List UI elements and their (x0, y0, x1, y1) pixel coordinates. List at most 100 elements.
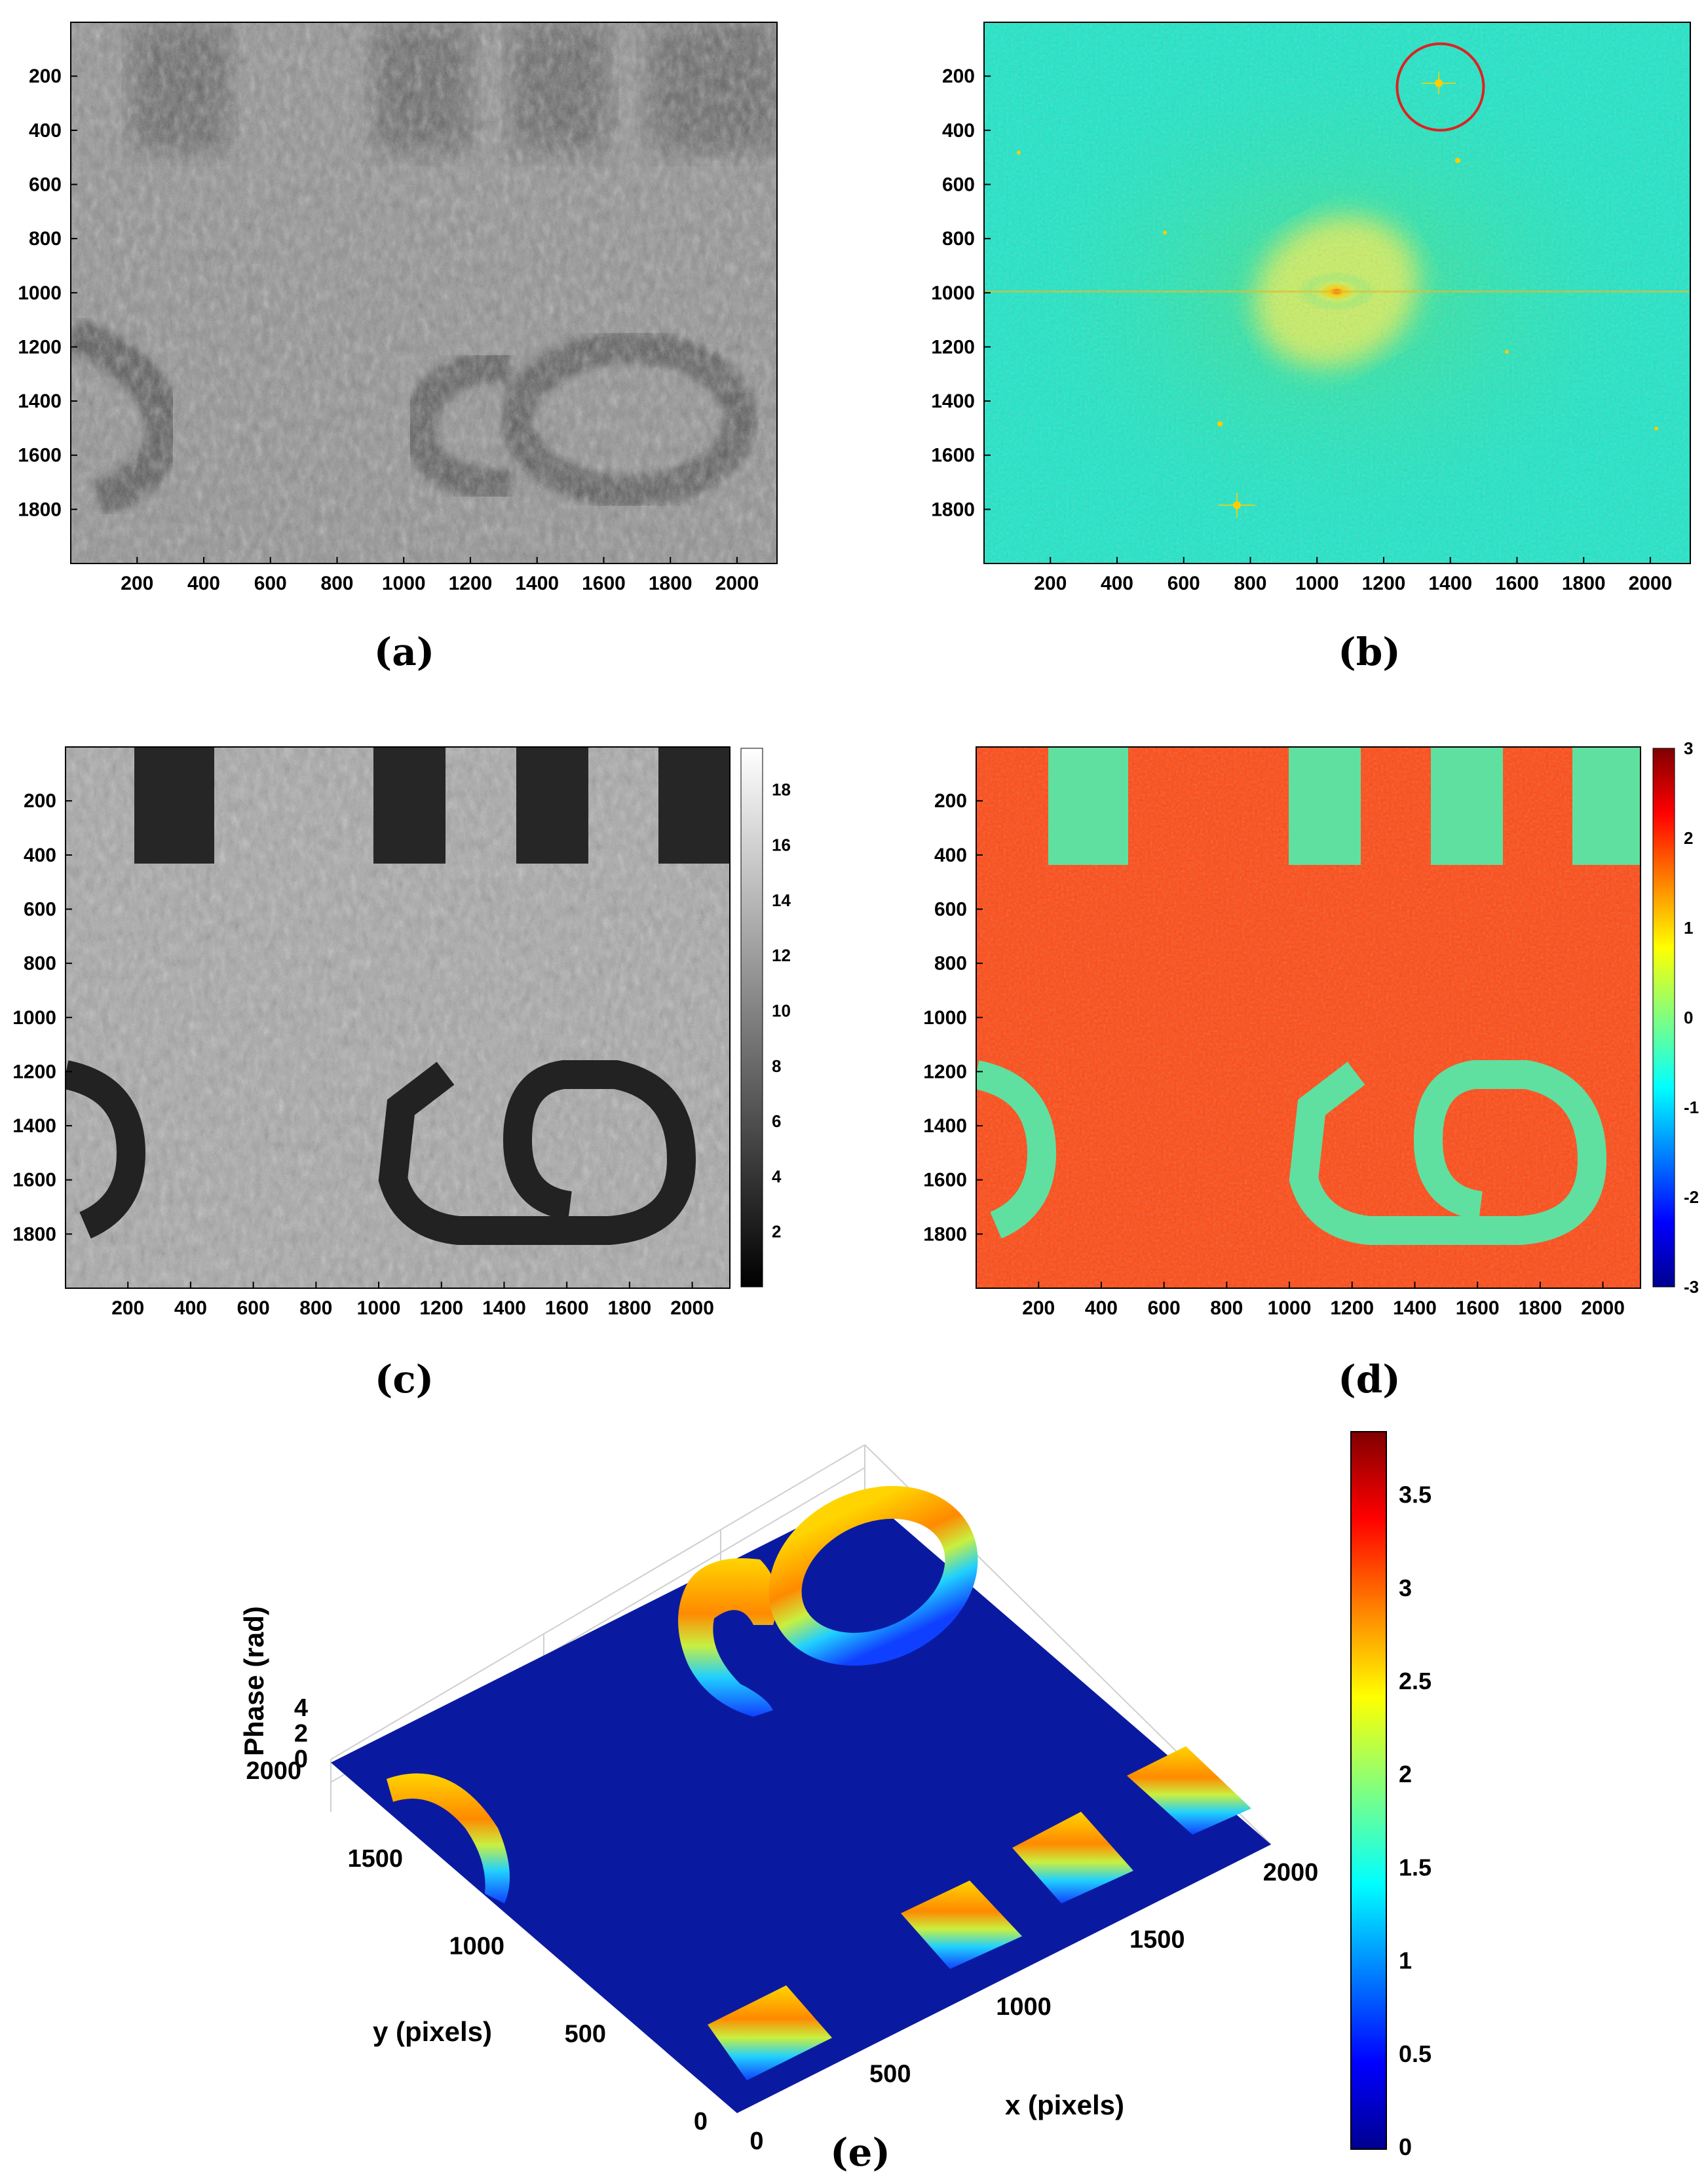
x-tick-label: 1400 (1428, 573, 1472, 594)
y-tick-label: 2000 (246, 1757, 301, 1785)
x-tick-label: 1400 (1393, 1297, 1437, 1319)
y-tick-label: 1000 (449, 1933, 504, 1960)
x-tick-label: 2000 (670, 1297, 714, 1319)
x-tick-label: 1200 (1362, 573, 1406, 594)
y-tick-label: 400 (934, 845, 967, 866)
panel-e-colorbar (1350, 1431, 1387, 2150)
colorbar-tick-label: -2 (1684, 1187, 1699, 1207)
x-tick-label: 400 (187, 573, 220, 594)
x-tick-label: 1800 (1562, 573, 1606, 594)
panel-d-image (976, 747, 1641, 1288)
x-tick-label: 1600 (1495, 573, 1539, 594)
x-tick-label: 1400 (482, 1297, 526, 1319)
colorbar-tick-label: 4 (772, 1166, 782, 1186)
panel-a-label: (a) (374, 630, 434, 674)
colorbar-tick-label: 16 (772, 835, 791, 855)
x-tick-label: 500 (869, 2061, 911, 2088)
x-tick-label: 200 (111, 1297, 144, 1319)
x-tick-label: 1000 (357, 1297, 401, 1319)
y-axis-label: y (pixels) (373, 2016, 492, 2047)
x-tick-label: 1800 (649, 573, 693, 594)
colorbar-tick-label: 8 (772, 1056, 781, 1076)
colorbar-tick-label: 2.5 (1399, 1668, 1432, 1694)
panel-e-label: (e) (830, 2130, 890, 2175)
colorbar-tick-label: 0 (1399, 2133, 1412, 2160)
panel-b: 200 400 600 800 1000 1200 1400 1600 1800 2000 200 4… (931, 22, 1691, 674)
y-tick-label: 1800 (18, 499, 62, 520)
y-tick-label: 600 (942, 174, 975, 196)
colorbar-tick-label: 1 (1399, 1947, 1412, 1974)
x-tick-label: 800 (1234, 573, 1266, 594)
y-tick-label: 1400 (931, 391, 975, 412)
x-tick-label: 2000 (1629, 573, 1673, 594)
y-tick-label: 800 (942, 228, 975, 250)
x-tick-label: 0 (750, 2128, 763, 2155)
y-tick-label: 200 (934, 790, 967, 812)
panel-d: 200 400 600 800 1000 1200 1400 1600 1800 20002004… (923, 738, 1699, 1402)
colorbar-tick-label: 2 (772, 1222, 781, 1242)
y-tick-label: 800 (24, 953, 56, 974)
y-tick-label: 1500 (347, 1845, 403, 1873)
y-tick-label: 600 (24, 899, 56, 921)
x-tick-label: 1800 (1518, 1297, 1562, 1319)
colorbar-tick-label: 18 (772, 780, 791, 799)
x-tick-label: 1000 (1268, 1297, 1312, 1319)
y-tick-label: 1400 (12, 1115, 56, 1137)
y-tick-label: 1600 (18, 445, 62, 467)
colorbar-tick-label: 10 (772, 1001, 791, 1020)
surface-features (387, 1485, 1251, 2080)
colorbar-tick-label: 1.5 (1399, 1854, 1432, 1881)
panel-a: 200 400 600 800 1000 1200 1400 1600 1800 2000 200 4… (18, 22, 778, 674)
y-tick-label: 1000 (931, 282, 975, 304)
y-tick-label: 1000 (923, 1007, 967, 1029)
x-axis-label: x (pixels) (1005, 2090, 1124, 2120)
x-tick-label: 2000 (1581, 1297, 1625, 1319)
colorbar-tick-label: 2 (1399, 1761, 1412, 1787)
y-tick-label: 200 (942, 66, 975, 87)
colorbar-tick-label: 0 (1684, 1008, 1693, 1027)
y-tick-label: 1200 (931, 336, 975, 358)
z-axis-label: Phase (rad) (238, 1606, 269, 1756)
panel-c-image (66, 747, 730, 1288)
panel-a-image (71, 22, 777, 564)
y-tick-label: 400 (24, 845, 56, 866)
y-tick-label: 1400 (18, 391, 62, 412)
y-tick-label: 400 (942, 120, 975, 142)
x-tick-label: 1600 (1456, 1297, 1500, 1319)
panel-d-label: (d) (1338, 1357, 1400, 1402)
x-tick-label: 600 (1167, 573, 1200, 594)
panel-b-label: (b) (1338, 630, 1400, 674)
colorbar-tick-label: 3 (1684, 738, 1693, 758)
x-tick-label: 2000 (1263, 1859, 1319, 1886)
x-tick-label: 200 (121, 573, 153, 594)
x-tick-label: 1600 (582, 573, 626, 594)
colorbar-tick-label: -3 (1684, 1277, 1699, 1297)
panel-c-colorbar (740, 748, 763, 1288)
z-tick-label: 4 (294, 1694, 308, 1722)
y-tick-label: 400 (29, 120, 62, 142)
y-tick-label: 1600 (12, 1170, 56, 1191)
panel-c: 200 400 600 800 1000 1200 1400 1600 1800 2000 200 4… (12, 746, 791, 1402)
y-tick-label: 1800 (923, 1223, 967, 1245)
x-tick-label: 800 (1210, 1297, 1243, 1319)
colorbar-tick-label: 3.5 (1399, 1481, 1432, 1508)
y-tick-label: 500 (565, 2020, 606, 2048)
y-tick-label: 1600 (931, 445, 975, 467)
x-tick-label: 400 (1085, 1297, 1118, 1319)
x-tick-label: 800 (299, 1297, 332, 1319)
y-tick-label: 1600 (923, 1170, 967, 1191)
colorbar-tick-label: 3 (1399, 1575, 1412, 1601)
y-tick-label: 1800 (12, 1223, 56, 1245)
colorbar-tick-label: 12 (772, 946, 791, 965)
y-tick-label: 1800 (931, 499, 975, 520)
y-tick-label: 1200 (18, 336, 62, 358)
x-tick-label: 1600 (545, 1297, 589, 1319)
x-tick-label: 1800 (607, 1297, 651, 1319)
colorbar-tick-label: -1 (1684, 1098, 1699, 1117)
z-tick-label: 0 (294, 1746, 308, 1773)
highlight-circle (1395, 42, 1485, 132)
surface-floor (331, 1494, 1271, 2113)
x-tick-label: 2000 (715, 573, 759, 594)
x-tick-label: 600 (237, 1297, 270, 1319)
